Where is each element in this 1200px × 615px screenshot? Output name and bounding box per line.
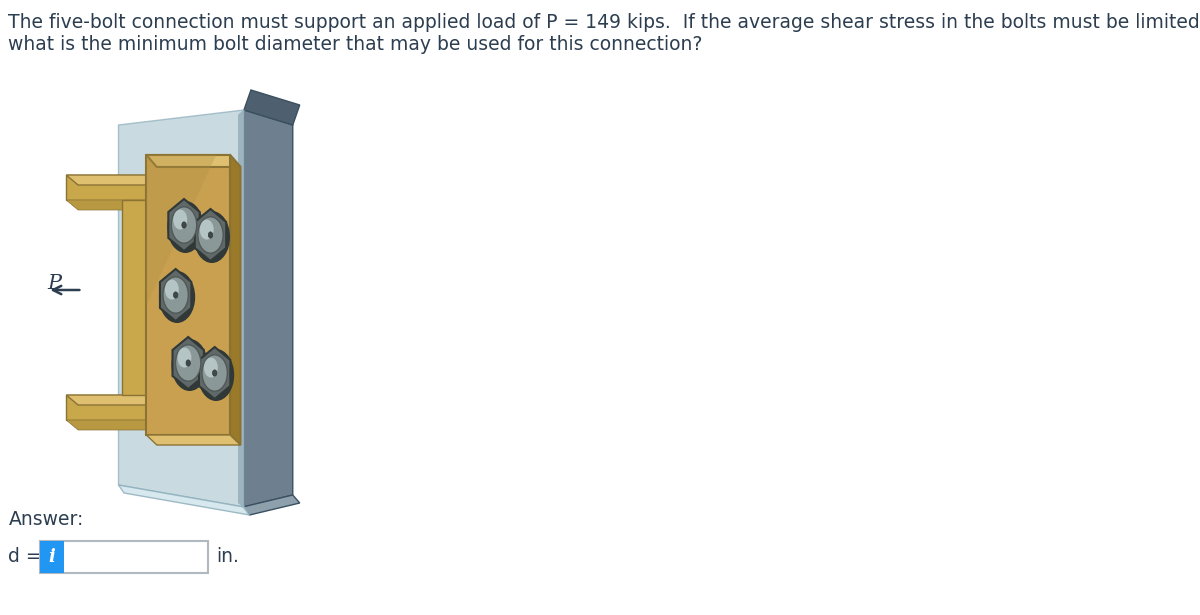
Text: i: i — [49, 548, 55, 566]
Circle shape — [193, 211, 230, 263]
Circle shape — [186, 360, 191, 366]
Polygon shape — [230, 155, 240, 445]
Circle shape — [204, 357, 218, 378]
Circle shape — [182, 222, 186, 228]
Text: what is the minimum bolt diameter that may be used for this connection?: what is the minimum bolt diameter that m… — [8, 35, 703, 54]
Polygon shape — [242, 495, 300, 515]
Polygon shape — [244, 110, 293, 507]
Polygon shape — [168, 199, 199, 251]
Polygon shape — [119, 110, 244, 507]
Circle shape — [158, 271, 196, 323]
Polygon shape — [66, 175, 217, 185]
FancyBboxPatch shape — [41, 541, 64, 573]
Circle shape — [174, 292, 178, 298]
Polygon shape — [122, 200, 146, 395]
Circle shape — [178, 347, 191, 368]
Circle shape — [209, 232, 212, 238]
Polygon shape — [146, 200, 158, 405]
Polygon shape — [66, 395, 205, 420]
Circle shape — [173, 210, 187, 229]
Text: d =: d = — [8, 547, 42, 566]
Text: in.: in. — [216, 547, 239, 566]
Polygon shape — [205, 175, 217, 210]
Circle shape — [198, 217, 223, 253]
Circle shape — [175, 345, 200, 381]
Polygon shape — [244, 90, 300, 125]
Polygon shape — [146, 155, 216, 305]
Circle shape — [167, 201, 204, 253]
Circle shape — [172, 339, 208, 391]
Polygon shape — [146, 435, 240, 445]
Polygon shape — [66, 200, 217, 210]
Circle shape — [202, 355, 227, 391]
Polygon shape — [146, 155, 230, 435]
Circle shape — [163, 277, 188, 313]
Polygon shape — [239, 110, 244, 507]
Polygon shape — [205, 395, 217, 430]
Circle shape — [164, 280, 179, 300]
Circle shape — [199, 220, 214, 240]
Polygon shape — [119, 485, 250, 515]
Text: P: P — [47, 274, 61, 293]
Polygon shape — [173, 337, 204, 389]
Polygon shape — [194, 209, 227, 261]
Polygon shape — [146, 155, 240, 167]
Polygon shape — [199, 347, 230, 399]
Polygon shape — [66, 420, 217, 430]
Text: The five-bolt connection must support an applied load of P = 149 kips.  If the a: The five-bolt connection must support an… — [8, 13, 1200, 32]
Polygon shape — [66, 395, 217, 405]
Circle shape — [198, 349, 234, 401]
Text: Answer:: Answer: — [8, 510, 84, 529]
Polygon shape — [66, 175, 205, 200]
FancyBboxPatch shape — [41, 541, 208, 573]
Polygon shape — [160, 269, 191, 321]
Circle shape — [212, 370, 217, 376]
Circle shape — [172, 207, 197, 243]
